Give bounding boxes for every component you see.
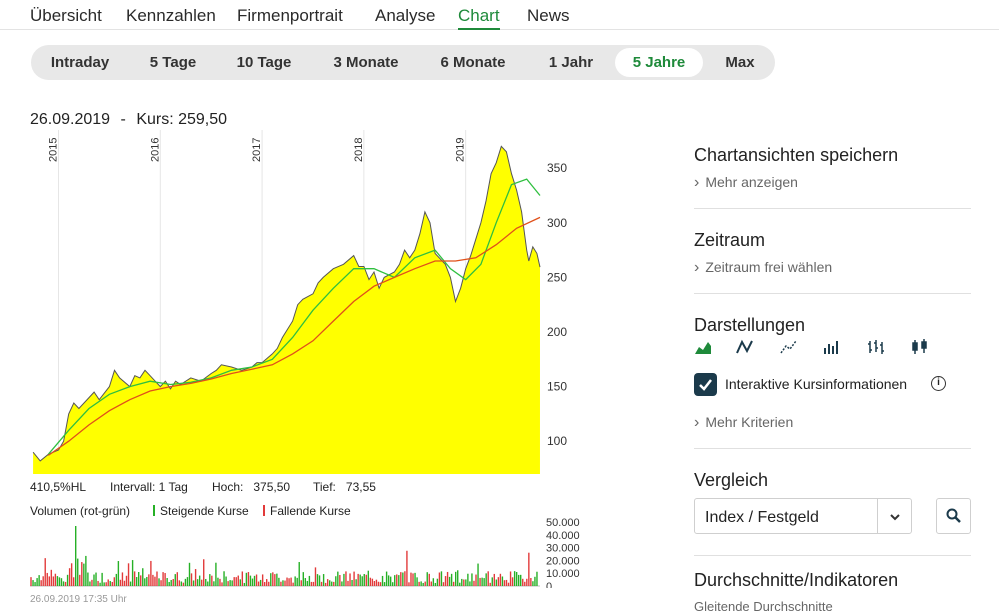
volume-legend-down: Fallende Kurse [263,504,351,518]
tab-firmenportrait[interactable]: Firmenportrait [237,6,343,25]
performance-stat: 410,5%HL [30,480,87,494]
compare-search-button[interactable] [936,498,971,534]
y-tick-label: 300 [547,216,567,230]
tab-kennzahlen[interactable]: Kennzahlen [126,6,216,25]
chevron-down-icon [890,514,900,521]
save-views-title: Chartansichten speichern [694,145,899,165]
display-section: Darstellungen [694,315,971,336]
moving-average-short-line [47,178,541,455]
interactive-info-checkbox[interactable] [694,373,717,396]
select-divider [877,499,878,533]
tab-chart[interactable]: Chart [458,6,500,30]
line-chart-icon[interactable] [736,338,754,356]
candlestick-icon[interactable] [911,338,929,356]
divider [694,293,971,294]
up-marker-icon [153,505,155,516]
compare-select[interactable]: Index / Festgeld [694,498,912,534]
volume-legend-title: Volumen (rot-grün) [30,504,131,518]
volume-tick-label: 50.000 [546,518,580,529]
ohlc-icon[interactable] [867,338,885,356]
range-6-months-button[interactable]: 6 Monate [440,54,506,71]
moving-averages-label: Gleitende Durchschnitte [694,599,833,614]
divider [694,448,971,449]
y-tick-label: 200 [547,325,567,339]
compare-select-value: Index / Festgeld [705,509,819,526]
dot-line-chart-icon[interactable] [780,338,798,356]
compare-section: Vergleich [694,470,971,491]
info-icon[interactable]: i [931,376,946,391]
x-tick-label: 2015 [48,138,60,162]
volume-tick-label: 0 [546,581,552,588]
timeframe-title: Zeitraum [694,230,766,250]
chart-timestamp: 26.09.2019 17:35 Uhr [30,594,127,605]
compare-title: Vergleich [694,470,769,490]
indicators-section: Durchschnitte/Indikatoren Gleitende Durc… [694,570,971,614]
tab-uebersicht[interactable]: Übersicht [30,6,102,25]
indicators-title: Durchschnitte/Indikatoren [694,570,899,590]
save-views-section: Chartansichten speichern Mehr anzeigen [694,145,971,192]
interactive-info-label: Interaktive Kursinformationen [725,376,908,392]
top-navigation: Übersicht Kennzahlen Firmenportrait Anal… [0,0,999,30]
price-area [33,146,540,474]
show-more-link[interactable]: Mehr anzeigen [694,174,971,192]
y-tick-label: 150 [547,380,567,394]
free-timeframe-link[interactable]: Zeitraum frei wählen [694,259,971,277]
y-tick-label: 100 [547,434,567,448]
divider [694,555,971,556]
range-intraday-button[interactable]: Intraday [50,54,110,71]
range-10-days-button[interactable]: 10 Tage [236,54,292,71]
price-line [32,145,541,462]
y-tick-label: 350 [547,161,567,175]
display-title: Darstellungen [694,315,806,335]
range-1-year-button[interactable]: 1 Jahr [548,54,594,71]
volume-legend-up-label: Steigende Kurse [160,504,249,518]
interval-stat: Intervall: 1 Tag [110,480,188,494]
search-icon [946,508,961,523]
price-chart[interactable]: 2015 2016 2017 2018 2019 100 150 200 250 300 350 [30,128,590,476]
chart-price: Kurs: 259,50 [136,111,228,128]
time-range-selector: Intraday 5 Tage 10 Tage 3 Monate 6 Monat… [31,45,775,80]
checkmark-icon [699,379,712,391]
timeframe-section: Zeitraum Zeitraum frei wählen [694,230,971,277]
range-5-days-button[interactable]: 5 Tage [149,54,197,71]
chart-header: 26.09.2019 - Kurs: 259,50 [30,111,227,129]
range-3-months-button[interactable]: 3 Monate [333,54,399,71]
area-chart-icon[interactable] [694,338,712,356]
x-tick-label: 2017 [251,138,263,162]
chart-date: 26.09.2019 [30,111,111,128]
volume-legend-up: Steigende Kurse [153,504,249,518]
chart-header-separator: - [120,111,126,128]
more-criteria-link[interactable]: Mehr Kriterien [694,414,971,432]
volume-tick-label: 30.000 [546,543,580,555]
divider [694,208,971,209]
more-criteria-section: Mehr Kriterien [694,406,971,432]
volume-bars-icon[interactable] [823,338,841,356]
y-tick-label: 250 [547,270,567,284]
range-max-button[interactable]: Max [725,54,755,71]
volume-tick-label: 10.000 [546,568,580,580]
down-marker-icon [263,505,265,516]
tab-analyse[interactable]: Analyse [375,6,436,25]
low-stat: Tief: 73,55 [313,480,376,494]
range-5-years-button[interactable]: 5 Jahre [615,48,703,77]
x-tick-label: 2019 [455,138,467,162]
volume-tick-label: 40.000 [546,530,580,542]
x-tick-label: 2018 [353,138,365,162]
moving-average-long-line [47,216,541,456]
x-tick-label: 2016 [149,138,161,162]
tab-news[interactable]: News [527,6,570,25]
volume-legend-down-label: Fallende Kurse [270,504,351,518]
high-stat: Hoch: 375,50 [212,480,291,494]
volume-tick-label: 20.000 [546,555,580,567]
